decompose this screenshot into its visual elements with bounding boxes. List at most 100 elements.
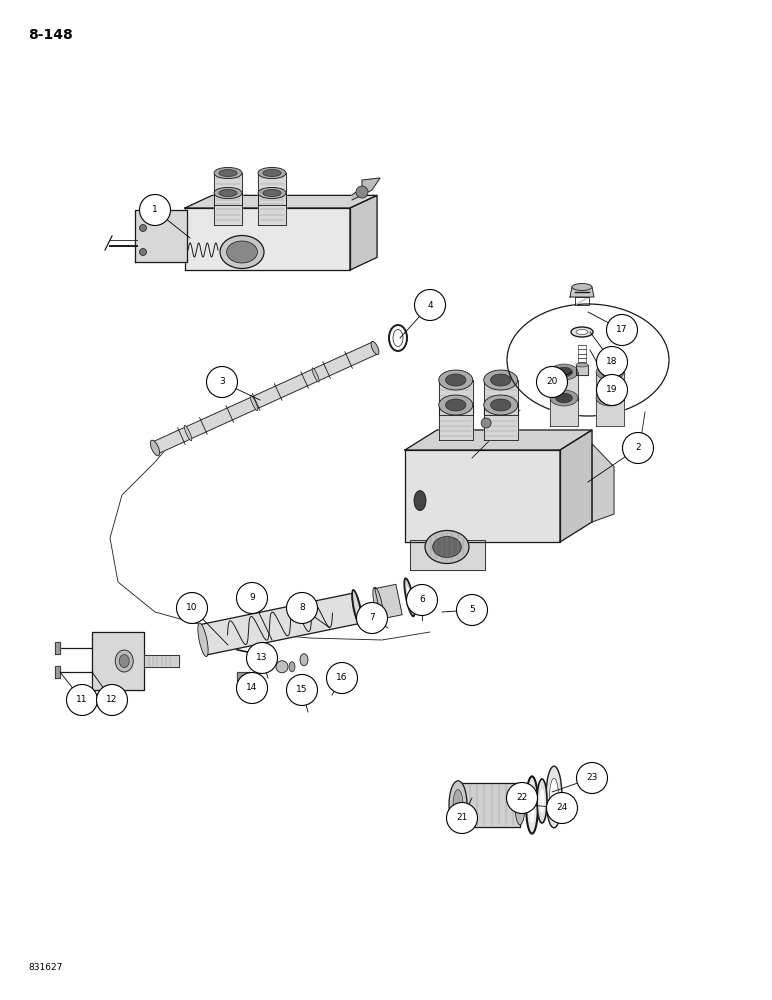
Ellipse shape	[596, 364, 624, 380]
Polygon shape	[55, 642, 60, 654]
Ellipse shape	[289, 662, 295, 672]
Ellipse shape	[258, 167, 286, 179]
Ellipse shape	[268, 653, 273, 661]
Ellipse shape	[185, 425, 192, 441]
Ellipse shape	[214, 187, 242, 199]
Polygon shape	[135, 210, 187, 262]
Text: 9: 9	[249, 594, 255, 602]
Polygon shape	[438, 380, 472, 415]
Ellipse shape	[405, 578, 415, 616]
Text: 24: 24	[557, 804, 567, 812]
Circle shape	[66, 684, 97, 716]
Circle shape	[506, 782, 537, 814]
Ellipse shape	[572, 284, 592, 290]
Circle shape	[597, 374, 628, 406]
Ellipse shape	[258, 187, 286, 199]
Ellipse shape	[352, 591, 362, 625]
Ellipse shape	[407, 586, 412, 609]
Ellipse shape	[263, 169, 281, 176]
Ellipse shape	[312, 368, 319, 382]
Circle shape	[140, 248, 147, 255]
Circle shape	[246, 643, 277, 674]
Text: 13: 13	[256, 654, 268, 662]
Polygon shape	[185, 195, 377, 208]
Ellipse shape	[490, 374, 511, 386]
Text: 16: 16	[337, 674, 347, 682]
Polygon shape	[144, 655, 179, 667]
Polygon shape	[560, 430, 592, 542]
Polygon shape	[214, 173, 242, 205]
Polygon shape	[484, 405, 518, 440]
Ellipse shape	[300, 654, 308, 666]
Polygon shape	[405, 430, 592, 450]
Text: 17: 17	[616, 326, 628, 334]
Ellipse shape	[601, 367, 618, 377]
Ellipse shape	[550, 364, 578, 380]
Ellipse shape	[490, 399, 511, 411]
Polygon shape	[200, 593, 360, 655]
Ellipse shape	[219, 169, 237, 176]
Ellipse shape	[546, 766, 562, 828]
Ellipse shape	[550, 778, 558, 816]
Polygon shape	[596, 372, 624, 400]
Ellipse shape	[81, 700, 87, 704]
Polygon shape	[576, 365, 588, 375]
Polygon shape	[550, 398, 578, 426]
Text: 21: 21	[456, 814, 468, 822]
Ellipse shape	[515, 785, 525, 825]
Text: 2: 2	[635, 444, 641, 452]
Polygon shape	[185, 208, 350, 270]
Polygon shape	[350, 195, 377, 270]
Text: 14: 14	[246, 684, 258, 692]
Circle shape	[276, 661, 288, 673]
Polygon shape	[484, 380, 518, 415]
Text: 831627: 831627	[28, 963, 63, 972]
Circle shape	[415, 290, 445, 320]
Polygon shape	[405, 450, 560, 542]
Ellipse shape	[556, 367, 572, 377]
Ellipse shape	[414, 491, 426, 511]
Ellipse shape	[373, 587, 383, 621]
Circle shape	[456, 594, 487, 626]
Text: 10: 10	[186, 603, 198, 612]
Ellipse shape	[263, 190, 281, 196]
Circle shape	[356, 186, 368, 198]
Circle shape	[357, 602, 388, 634]
Circle shape	[96, 684, 127, 716]
Polygon shape	[458, 783, 520, 827]
Circle shape	[577, 762, 608, 794]
Polygon shape	[214, 193, 242, 225]
Ellipse shape	[227, 241, 257, 263]
Text: 8-148: 8-148	[28, 28, 73, 42]
Ellipse shape	[526, 776, 538, 834]
Text: 11: 11	[76, 696, 88, 704]
Ellipse shape	[425, 530, 469, 564]
Ellipse shape	[601, 393, 618, 403]
Ellipse shape	[119, 654, 129, 668]
Polygon shape	[375, 584, 402, 619]
Ellipse shape	[371, 341, 379, 355]
Ellipse shape	[151, 440, 160, 456]
Ellipse shape	[352, 590, 362, 626]
Polygon shape	[570, 287, 594, 297]
Ellipse shape	[550, 390, 578, 406]
Circle shape	[206, 366, 238, 397]
Text: 7: 7	[369, 613, 375, 622]
Circle shape	[481, 418, 491, 428]
Circle shape	[236, 582, 268, 614]
Circle shape	[446, 802, 478, 834]
Circle shape	[622, 432, 654, 464]
Ellipse shape	[445, 399, 466, 411]
Text: 8: 8	[299, 603, 305, 612]
Ellipse shape	[445, 374, 466, 386]
Circle shape	[286, 592, 317, 624]
Ellipse shape	[219, 190, 237, 196]
Text: 22: 22	[516, 794, 527, 802]
Ellipse shape	[537, 779, 547, 823]
Ellipse shape	[115, 650, 134, 672]
Ellipse shape	[576, 330, 588, 334]
Circle shape	[607, 314, 638, 346]
Text: 6: 6	[419, 595, 425, 604]
Text: 23: 23	[586, 774, 598, 782]
Polygon shape	[550, 372, 578, 400]
